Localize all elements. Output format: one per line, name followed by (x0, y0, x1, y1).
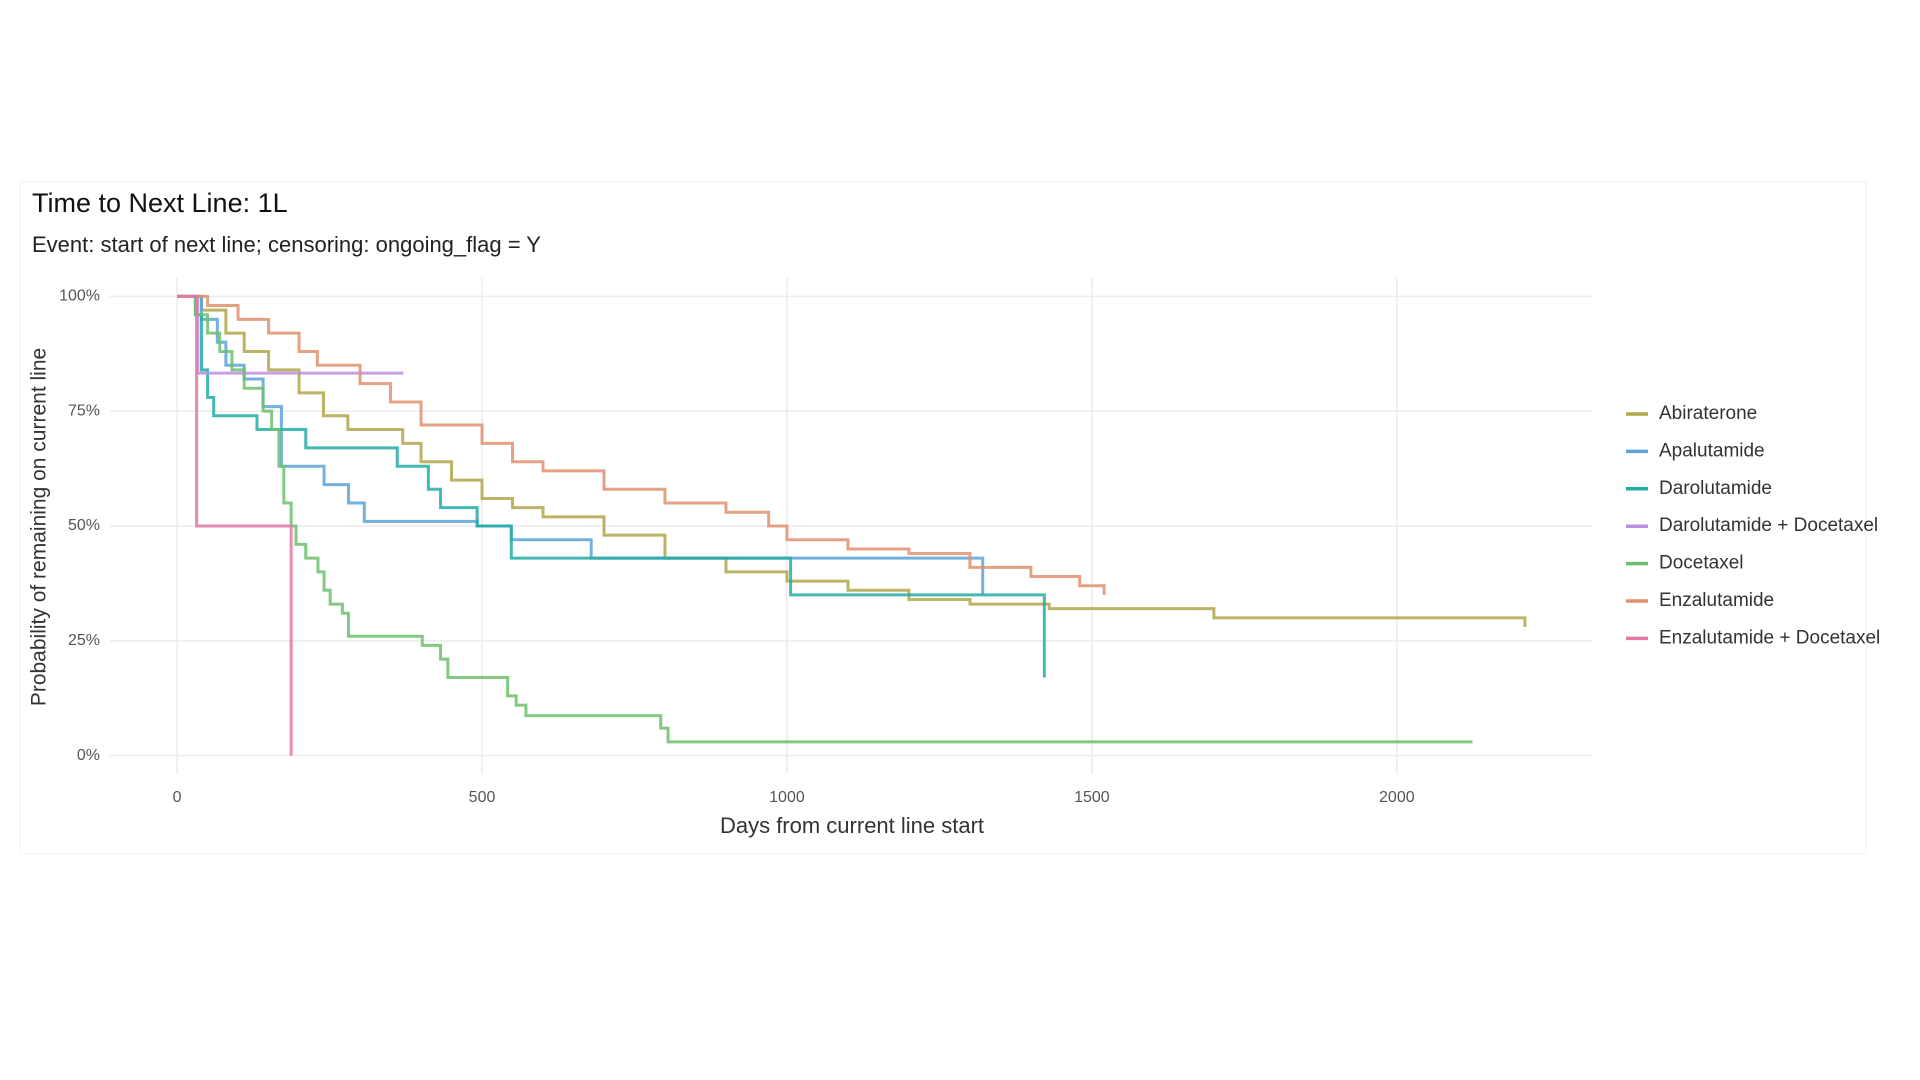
x-tick-label: 1500 (1074, 789, 1110, 806)
x-tick-label: 0 (173, 789, 182, 806)
chart-card (19, 181, 1867, 855)
y-tick-label: 0% (77, 747, 100, 764)
legend-label: Darolutamide (1659, 478, 1772, 499)
survival-line (177, 294, 1527, 628)
x-tick-label: 2000 (1379, 789, 1415, 806)
survival-line (177, 294, 1046, 678)
chart-subtitle: Event: start of next line; censoring: on… (32, 232, 541, 257)
y-tick-label: 100% (59, 288, 100, 305)
legend-label: Docetaxel (1659, 553, 1744, 574)
survival-line (177, 294, 293, 756)
y-tick-label: 50% (68, 517, 100, 534)
y-tick-label: 25% (68, 632, 100, 649)
survival-line (177, 294, 1473, 744)
chart-title: Time to Next Line: 1L (32, 188, 288, 218)
x-axis-title: Days from current line start (720, 813, 984, 838)
y-tick-label: 75% (68, 402, 100, 419)
legend-label: Enzalutamide (1659, 590, 1774, 611)
survival-line (177, 294, 1106, 595)
grid: 0% 25% 50% 75% 100% 0 500 1000 1500 2000 (59, 278, 1592, 806)
x-tick-label: 1000 (769, 789, 805, 806)
legend-label: Darolutamide + Docetaxel (1659, 515, 1878, 536)
legend-label: Enzalutamide + Docetaxel (1659, 627, 1880, 648)
plot (177, 294, 1527, 756)
legend-label: Abiraterone (1659, 403, 1757, 424)
legend-label: Apalutamide (1659, 440, 1765, 461)
x-tick-label: 500 (469, 789, 496, 806)
y-axis-title: Probability of remaining on current line (28, 348, 51, 706)
legend: Abiraterone Apalutamide Darolutamide Darolu… (1626, 403, 1880, 648)
